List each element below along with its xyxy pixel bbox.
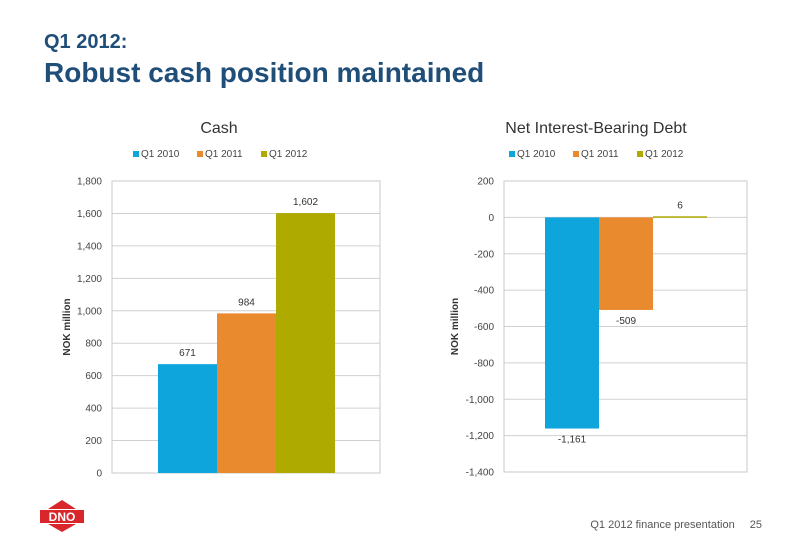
y-tick-label: 800	[85, 339, 102, 350]
slide-title: Robust cash position maintained	[44, 57, 485, 88]
y-tick-label: 200	[477, 177, 494, 188]
legend-swatch	[509, 151, 515, 157]
plot-frame	[503, 180, 748, 473]
legend-label: Q1 2010	[141, 149, 180, 160]
legend-item: Q1 2011	[573, 149, 619, 160]
bar	[158, 364, 217, 473]
legend-label: Q1 2010	[517, 149, 556, 160]
bar	[545, 217, 599, 429]
y-tick-label: 200	[85, 436, 102, 447]
y-tick-label: -400	[474, 286, 494, 297]
data-label: -509	[616, 316, 636, 327]
bar	[217, 313, 276, 473]
header: Q1 2012: Robust cash position maintained	[44, 30, 484, 90]
legend-swatch	[637, 151, 643, 157]
legend-item: Q1 2010	[509, 149, 556, 160]
y-tick-label: 1,200	[77, 274, 102, 285]
y-tick-label: 1,800	[77, 177, 102, 188]
data-label: -1,161	[558, 435, 587, 446]
slide-supertitle: Q1 2012:	[44, 31, 128, 53]
footer-presentation-name: Q1 2012 finance presentation	[590, 519, 735, 531]
legend-item: Q1 2010	[133, 149, 180, 160]
y-tick-label: -1,200	[466, 431, 495, 442]
legend-label: Q1 2012	[645, 149, 684, 160]
y-tick-label: 0	[96, 469, 102, 480]
y-tick-label: -800	[474, 358, 494, 369]
logo-text: DNO	[49, 510, 76, 524]
legend-swatch	[133, 151, 139, 157]
y-tick-label: 1,400	[77, 241, 102, 252]
y-tick-label: 600	[85, 371, 102, 382]
y-tick-label: 1,000	[77, 306, 102, 317]
chart-nibd: Net Interest-Bearing Debt Q1 2010 Q1 2011 Q…	[450, 120, 748, 479]
y-axis-label: NOK million	[62, 298, 73, 355]
legend-label: Q1 2012	[269, 149, 308, 160]
chart-title: Cash	[200, 120, 237, 137]
bar	[653, 216, 707, 218]
chart-cash: Cash Q1 2010 Q1 2011 Q1 2012 0 200 400 600 800 1,…	[62, 120, 381, 480]
y-axis-label: NOK million	[450, 298, 461, 355]
page-number: 25	[749, 519, 762, 531]
bar	[276, 213, 335, 473]
data-label: 984	[238, 297, 255, 308]
data-label: 671	[179, 348, 196, 359]
legend-label: Q1 2011	[581, 149, 619, 160]
legend-item: Q1 2011	[197, 149, 243, 160]
data-label: 6	[677, 200, 683, 211]
data-label: 1,602	[293, 197, 318, 208]
legend-swatch	[261, 151, 267, 157]
legend-label: Q1 2011	[205, 149, 243, 160]
footer: Q1 2012 finance presentation 25	[590, 519, 762, 531]
chart-title: Net Interest-Bearing Debt	[505, 120, 687, 137]
bar	[599, 217, 653, 310]
legend-item: Q1 2012	[261, 149, 308, 160]
y-tick-label: 400	[85, 404, 102, 415]
y-tick-label: -200	[474, 249, 494, 260]
legend-item: Q1 2012	[637, 149, 684, 160]
y-tick-label: 1,600	[77, 209, 102, 220]
dno-logo: DNO	[40, 500, 84, 532]
y-tick-label: 0	[488, 213, 494, 224]
y-tick-label: -1,400	[466, 468, 495, 479]
legend-swatch	[573, 151, 579, 157]
legend-swatch	[197, 151, 203, 157]
y-tick-label: -1,000	[466, 395, 495, 406]
y-tick-label: -600	[474, 322, 494, 333]
